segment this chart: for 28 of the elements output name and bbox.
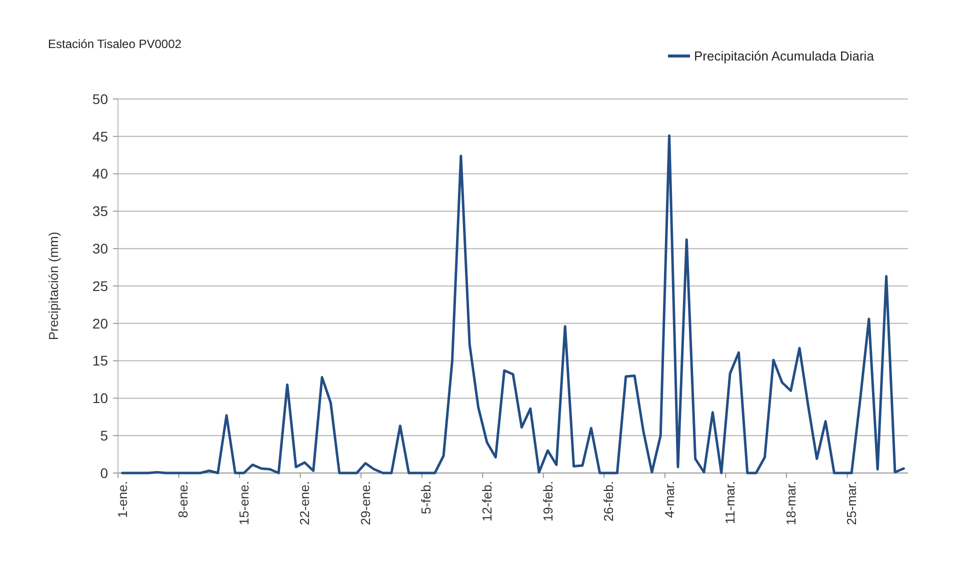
y-tick-label: 5	[100, 428, 108, 444]
x-tick-label: 1-ene.	[114, 481, 130, 518]
y-tick-label: 20	[92, 315, 108, 332]
x-tick-label: 11-mar.	[722, 481, 738, 524]
x-tick-label: 12-feb.	[480, 481, 495, 522]
x-tick-label: 18-mar.	[783, 481, 798, 526]
y-tick-label: 10	[92, 390, 108, 406]
x-tick-label: 15-ene.	[236, 481, 252, 526]
y-axis-title: Precipitación (mm)	[46, 232, 61, 340]
x-tick-label: 29-ene.	[358, 481, 373, 526]
y-tick-label: 45	[92, 128, 108, 144]
y-tick-label: 30	[92, 240, 108, 256]
x-tick-label: 22-ene.	[297, 481, 312, 526]
x-tick-label: 25-mar.	[844, 481, 860, 526]
x-tick-label: 19-feb.	[540, 481, 556, 522]
x-tick-label: 8-ene.	[176, 481, 191, 518]
x-tick-label: 5-feb.	[418, 481, 434, 514]
legend-label: Precipitación Acumulada Diaria	[694, 48, 875, 64]
y-tick-label: 0	[100, 464, 108, 481]
y-tick-label: 40	[92, 166, 108, 182]
y-tick-label: 15	[92, 352, 108, 369]
y-tick-label: 50	[92, 90, 108, 107]
x-tick-label: 26-feb.	[601, 481, 616, 522]
y-tick-label: 25	[92, 278, 108, 294]
y-tick-label: 35	[92, 203, 108, 220]
chart-title: Estación Tisaleo PV0002	[48, 37, 182, 51]
x-tick-label: 4-mar.	[662, 481, 677, 518]
line-series	[121, 134, 905, 474]
